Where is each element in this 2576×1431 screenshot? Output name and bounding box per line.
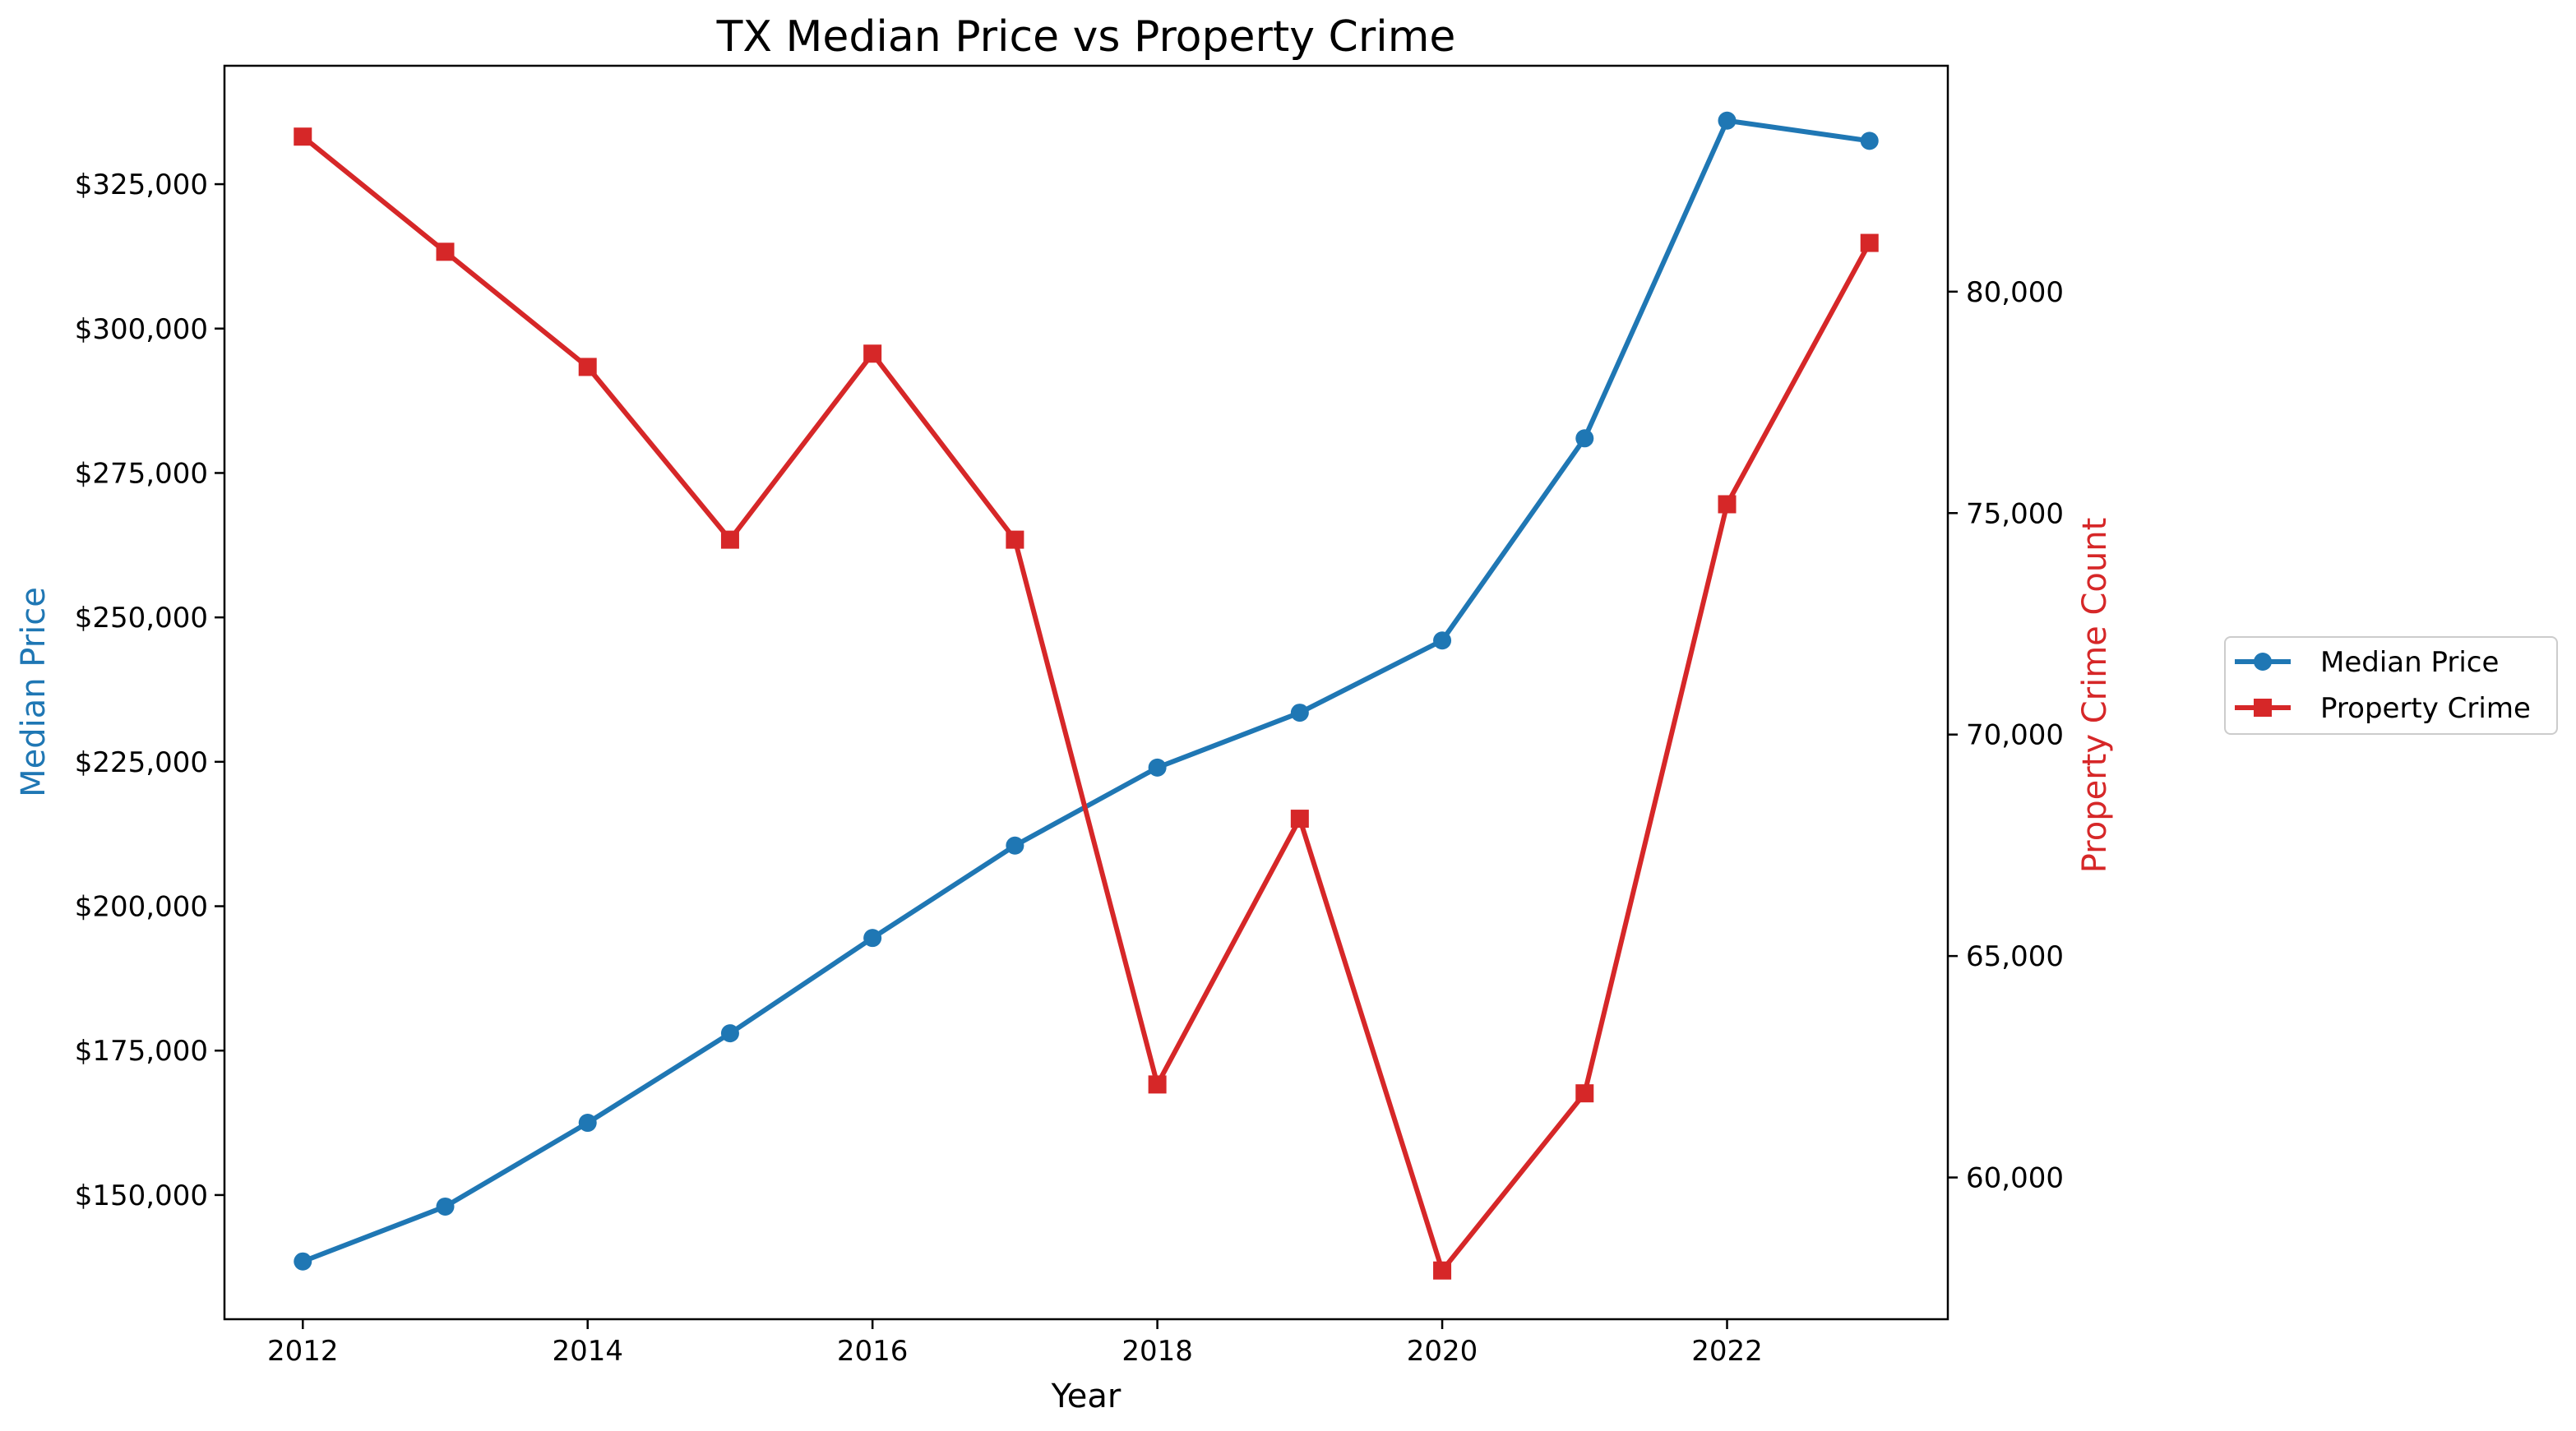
- x-axis-label: Year: [1051, 1378, 1122, 1415]
- right-y-axis-ticks: 60,000 65,000 70,000 75,000 80,000: [1948, 276, 2064, 1195]
- median-price-point: [1575, 429, 1594, 448]
- median-price-point: [1718, 111, 1737, 130]
- property-crime-point: [436, 242, 455, 261]
- median-price-point: [1006, 836, 1024, 855]
- legend-frame: [2224, 636, 2558, 735]
- right-y-tick-label: 60,000: [1966, 1162, 2064, 1195]
- median-price-point: [294, 1252, 312, 1271]
- property-crime-point: [1006, 530, 1024, 549]
- median-price-point: [720, 1024, 739, 1043]
- left-y-tick-label: $225,000: [75, 746, 208, 779]
- series-property-crime: [294, 127, 1879, 1280]
- x-tick-label: 2012: [267, 1335, 339, 1368]
- x-tick-label: 2018: [1122, 1335, 1193, 1368]
- property-crime-point: [1148, 1075, 1167, 1094]
- left-y-tick-label: $300,000: [75, 313, 208, 346]
- legend-marker-property-crime: [2254, 699, 2272, 717]
- property-crime-point: [720, 530, 739, 549]
- left-y-tick-label: $250,000: [75, 602, 208, 635]
- x-tick-label: 2022: [1691, 1335, 1763, 1368]
- right-y-tick-label: 70,000: [1966, 719, 2064, 752]
- legend-label-median-price: Median Price: [2320, 646, 2499, 679]
- property-crime-line: [300, 134, 1872, 1273]
- plot-frame: [223, 64, 1949, 1321]
- left-y-tick-label: $275,000: [75, 457, 208, 490]
- property-crime-point: [294, 127, 312, 146]
- right-y-tick-label: 65,000: [1966, 940, 2064, 973]
- median-price-point: [578, 1114, 597, 1133]
- legend-label-property-crime: Property Crime: [2320, 692, 2531, 725]
- median-price-point: [436, 1197, 455, 1216]
- plot-series: [294, 111, 1879, 1280]
- median-price-point: [1433, 631, 1452, 650]
- property-crime-point: [1860, 233, 1879, 252]
- x-axis-ticks: 2012 2014 2016 2018 2020 2022: [267, 1319, 1763, 1368]
- property-crime-point: [1718, 495, 1737, 514]
- left-y-tick-label: $325,000: [75, 168, 208, 201]
- right-y-axis-label: Property Crime Count: [2076, 518, 2114, 874]
- left-y-axis-label: Median Price: [15, 587, 53, 797]
- median-price-point: [863, 929, 882, 948]
- median-price-point: [1290, 704, 1309, 722]
- median-price-point: [1860, 132, 1879, 150]
- chart-title: TX Median Price vs Property Crime: [716, 12, 1456, 62]
- property-crime-point: [1290, 810, 1309, 829]
- right-y-tick-label: 80,000: [1966, 276, 2064, 309]
- left-y-axis-ticks: $150,000 $175,000 $200,000 $225,000 $250,000…: [75, 168, 224, 1212]
- legend-marker-median-price: [2254, 653, 2272, 671]
- left-y-tick-label: $150,000: [75, 1179, 208, 1212]
- median-price-point: [1148, 758, 1167, 777]
- property-crime-point: [863, 344, 882, 363]
- property-crime-point: [1575, 1084, 1594, 1103]
- legend: Median Price Property Crime: [2224, 636, 2558, 735]
- left-y-tick-label: $200,000: [75, 891, 208, 924]
- property-crime-point: [1433, 1261, 1452, 1280]
- x-tick-label: 2014: [552, 1335, 623, 1368]
- property-crime-point: [578, 358, 597, 376]
- left-y-tick-label: $175,000: [75, 1035, 208, 1068]
- right-y-tick-label: 75,000: [1966, 497, 2064, 530]
- x-tick-label: 2016: [837, 1335, 909, 1368]
- x-tick-label: 2020: [1407, 1335, 1478, 1368]
